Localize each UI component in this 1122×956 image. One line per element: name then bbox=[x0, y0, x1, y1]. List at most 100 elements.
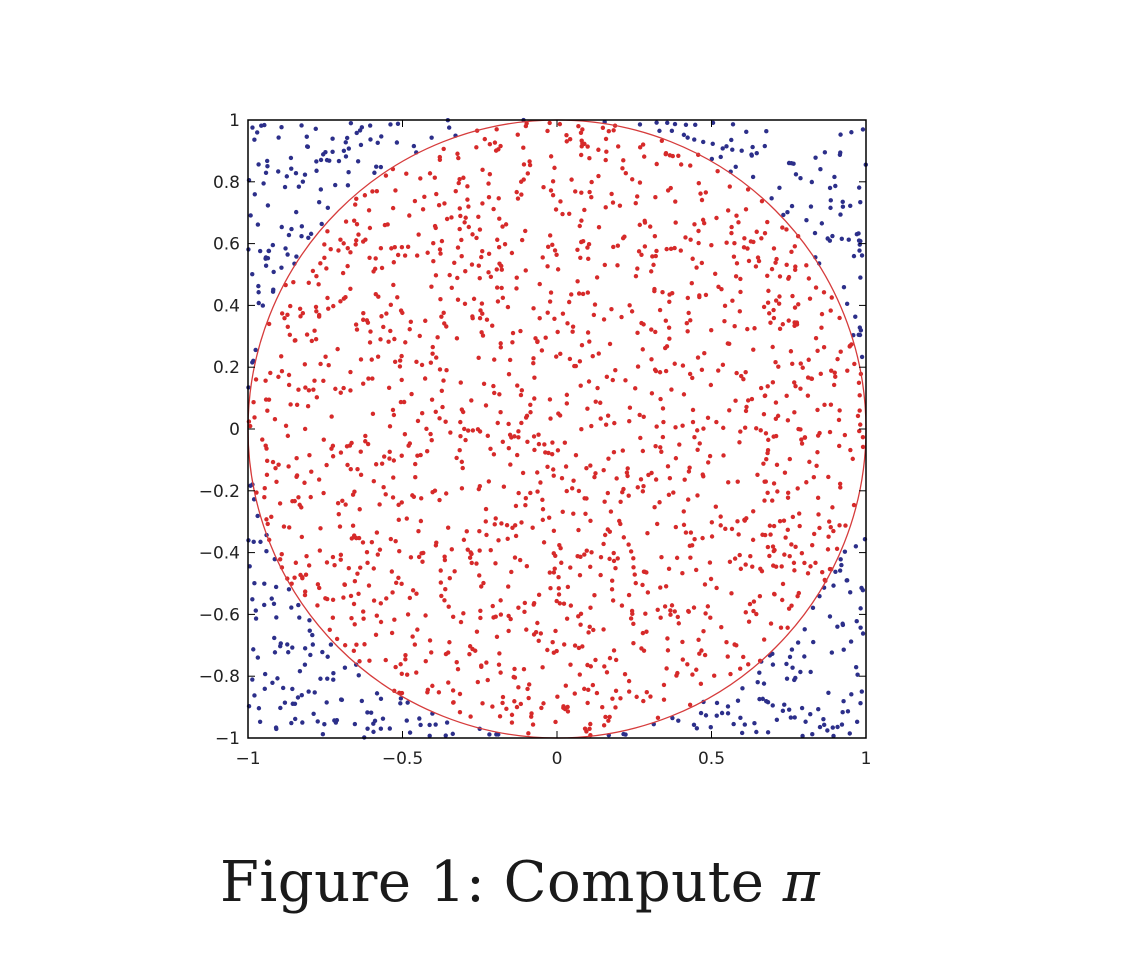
inside-point bbox=[765, 490, 770, 495]
inside-point bbox=[483, 403, 489, 408]
outside-point bbox=[787, 654, 793, 660]
outside-point bbox=[359, 698, 365, 704]
inside-point bbox=[744, 404, 749, 410]
inside-point bbox=[578, 611, 584, 616]
inside-point bbox=[444, 216, 450, 222]
inside-point bbox=[784, 262, 789, 267]
outside-point bbox=[266, 248, 271, 254]
inside-point bbox=[330, 615, 336, 620]
inside-point bbox=[367, 255, 372, 260]
y-tick-label: −0.8 bbox=[199, 667, 240, 687]
outside-point bbox=[257, 719, 263, 724]
inside-point bbox=[593, 471, 598, 476]
outside-point bbox=[372, 170, 377, 175]
inside-point bbox=[690, 375, 695, 381]
inside-point bbox=[644, 629, 649, 634]
outside-point bbox=[265, 164, 270, 169]
inside-point bbox=[303, 572, 309, 577]
outside-point bbox=[256, 706, 262, 711]
inside-point bbox=[813, 285, 819, 290]
inside-point bbox=[465, 428, 471, 433]
inside-point bbox=[729, 224, 734, 230]
inside-point bbox=[345, 246, 350, 251]
inside-point bbox=[515, 383, 520, 388]
outside-point bbox=[262, 602, 267, 608]
inside-point bbox=[613, 367, 618, 373]
inside-point bbox=[828, 524, 833, 530]
outside-point bbox=[790, 665, 795, 670]
inside-point bbox=[425, 690, 430, 695]
inside-point bbox=[638, 435, 643, 441]
inside-point bbox=[698, 191, 703, 196]
inside-point bbox=[477, 548, 482, 553]
inside-point bbox=[762, 231, 768, 236]
outside-point bbox=[816, 706, 821, 712]
inside-point bbox=[556, 575, 561, 580]
inside-point bbox=[276, 374, 281, 380]
outside-point bbox=[857, 248, 862, 253]
inside-point bbox=[498, 670, 503, 675]
outside-point bbox=[339, 697, 345, 703]
inside-point bbox=[506, 584, 511, 589]
inside-point bbox=[751, 599, 757, 604]
inside-point bbox=[666, 492, 672, 497]
inside-point bbox=[535, 470, 540, 475]
inside-point bbox=[471, 296, 477, 302]
outside-point bbox=[860, 127, 866, 132]
inside-point bbox=[609, 587, 615, 592]
inside-point bbox=[509, 250, 515, 256]
inside-point bbox=[777, 326, 783, 332]
inside-point bbox=[674, 673, 679, 678]
inside-point bbox=[470, 314, 475, 319]
inside-point bbox=[506, 613, 511, 619]
outside-point bbox=[252, 192, 257, 197]
inside-point bbox=[745, 398, 751, 403]
inside-point bbox=[458, 213, 463, 219]
inside-point bbox=[454, 455, 459, 461]
inside-point bbox=[265, 521, 270, 527]
outside-point bbox=[325, 654, 330, 659]
inside-point bbox=[433, 543, 439, 548]
outside-point bbox=[762, 143, 767, 149]
inside-point bbox=[480, 311, 485, 316]
inside-point bbox=[761, 304, 767, 310]
inside-point bbox=[661, 682, 667, 688]
inside-point bbox=[793, 544, 798, 550]
outside-point bbox=[318, 187, 324, 192]
inside-point bbox=[330, 554, 336, 560]
inside-point bbox=[365, 320, 371, 325]
inside-point bbox=[725, 208, 731, 213]
inside-point bbox=[446, 680, 451, 685]
inside-point bbox=[709, 520, 715, 525]
inside-point bbox=[771, 246, 777, 251]
inside-point bbox=[771, 307, 776, 313]
inside-point bbox=[389, 630, 395, 636]
inside-point bbox=[776, 364, 781, 369]
inside-point bbox=[367, 340, 373, 345]
outside-point bbox=[279, 224, 284, 230]
inside-point bbox=[457, 176, 462, 182]
inside-point bbox=[567, 356, 573, 362]
inside-point bbox=[688, 237, 693, 242]
outside-point bbox=[297, 668, 303, 674]
inside-point bbox=[264, 472, 270, 478]
inside-point bbox=[568, 565, 573, 570]
inside-point bbox=[297, 306, 303, 311]
inside-point bbox=[732, 240, 737, 246]
inside-point bbox=[593, 399, 598, 404]
inside-point bbox=[354, 196, 359, 202]
inside-point bbox=[623, 171, 629, 176]
outside-point bbox=[859, 585, 864, 591]
inside-point bbox=[396, 575, 401, 580]
inside-point bbox=[440, 404, 445, 410]
inside-point bbox=[732, 556, 738, 561]
inside-point bbox=[346, 565, 352, 571]
inside-point bbox=[458, 619, 464, 625]
inside-point bbox=[847, 344, 852, 349]
inside-point bbox=[433, 273, 439, 278]
inside-point bbox=[545, 244, 551, 250]
inside-point bbox=[316, 477, 322, 482]
outside-point bbox=[371, 729, 376, 735]
inside-point bbox=[391, 260, 397, 265]
outside-point bbox=[835, 624, 840, 629]
